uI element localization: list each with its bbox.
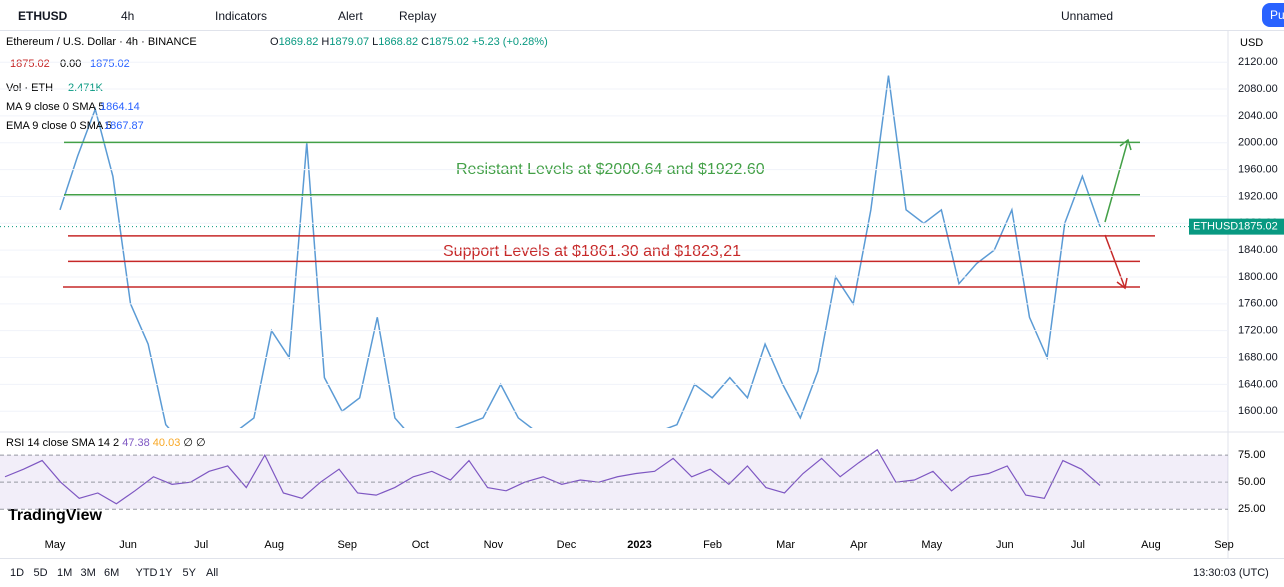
y-tick-label: 1920.00	[1238, 190, 1278, 202]
x-tick-label: May	[45, 539, 66, 551]
arrow-head	[1119, 138, 1132, 151]
y-tick-label: 1640.00	[1238, 378, 1278, 390]
y-tick-label: 1800.00	[1238, 271, 1278, 283]
up-arrow	[1104, 139, 1129, 223]
indicator-value: 1864.14	[100, 101, 140, 113]
y-tick-label: 1760.00	[1238, 298, 1278, 310]
x-tick-label: Aug	[264, 539, 284, 551]
rsi-title: RSI 14 close SMA 14 2 47.38 40.03 ∅ ∅	[6, 437, 206, 449]
rsi-line	[4, 448, 1101, 505]
y-tick-label: 2120.00	[1238, 56, 1278, 68]
bottom-bar: 1D 5D 1M 3M 6M YTD 1Y 5Y All 13:30:03 (UTC)	[0, 558, 1284, 587]
spread: 0.00	[60, 58, 81, 70]
brand: TradingView	[8, 507, 103, 524]
symbol[interactable]: ETHUSD	[18, 9, 68, 23]
clock: 13:30:03 (UTC)	[1193, 567, 1269, 579]
price-tag-value: 1875.02	[1238, 221, 1278, 233]
range-button[interactable]: All	[206, 567, 219, 579]
chart: USD Ethereum / U.S. Dollar · 4h · BINANC…	[0, 30, 1284, 558]
x-tick-label: Aug	[1141, 539, 1161, 551]
price-line	[59, 75, 1101, 428]
x-tick-label: Jul	[1071, 539, 1085, 551]
range-button[interactable]: 3M	[80, 567, 96, 579]
x-tick-label: Mar	[776, 539, 795, 551]
indicator-value: 1867.87	[104, 120, 144, 132]
y-tick-label: 1840.00	[1238, 244, 1278, 256]
x-tick-label: Sep	[1214, 539, 1234, 551]
price-tag-bg	[1189, 218, 1284, 235]
x-tick-label: 2023	[627, 539, 651, 551]
x-tick-label: Nov	[484, 539, 504, 551]
alert-button[interactable]: Alert	[338, 9, 363, 23]
x-tick-label: Oct	[412, 539, 429, 551]
x-tick-label: Apr	[850, 539, 867, 551]
range-button[interactable]: 1M	[57, 567, 73, 579]
rsi-tick-label: 50.00	[1238, 476, 1266, 488]
replay-button[interactable]: Replay	[399, 9, 437, 23]
x-tick-label: Sep	[337, 539, 357, 551]
ask: 1875.02	[90, 58, 130, 70]
y-tick-label: 1720.00	[1238, 325, 1278, 337]
support-note: Support Levels at $1861.30 and $1823,21	[443, 243, 741, 260]
x-tick-label: May	[921, 539, 942, 551]
indicator-name: Vol · ETH	[6, 82, 53, 94]
x-tick-label: Dec	[557, 539, 577, 551]
range-button[interactable]: 6M	[104, 567, 120, 579]
layout-name[interactable]: Unnamed	[1061, 9, 1114, 23]
arrow-head	[1116, 277, 1128, 290]
x-tick-label: Feb	[703, 539, 722, 551]
legend-ohlc: O1869.82 H1879.07 L1868.82 C1875.02 +5.2…	[270, 36, 548, 48]
bid: 1875.02	[10, 58, 50, 70]
x-tick-label: Jul	[194, 539, 208, 551]
range-button[interactable]: 1D	[10, 567, 25, 579]
indicator-value: 2.471K	[68, 82, 104, 94]
y-tick-label: 1960.00	[1238, 163, 1278, 175]
x-tick-label: Jun	[996, 539, 1014, 551]
toolbar: ETHUSD 4h Indicators Alert Replay Unname…	[0, 0, 1284, 31]
y-tick-label: 1600.00	[1238, 405, 1278, 417]
y-tick-label: 2080.00	[1238, 83, 1278, 95]
indicator-name: EMA 9 close 0 SMA 5	[6, 120, 112, 132]
price-tag-symbol: ETHUSD	[1193, 221, 1238, 233]
y-tick-label: 2040.00	[1238, 110, 1278, 122]
y-tick-label: 2000.00	[1238, 137, 1278, 149]
legend-title: Ethereum / U.S. Dollar · 4h · BINANCE	[6, 36, 197, 48]
range-button[interactable]: 5D	[33, 567, 48, 579]
rsi-tick-label: 25.00	[1238, 503, 1266, 515]
indicators-button[interactable]: Indicators	[215, 9, 268, 23]
currency: USD	[1240, 37, 1263, 49]
range-button[interactable]: 1Y	[159, 567, 173, 579]
interval[interactable]: 4h	[121, 9, 135, 23]
rsi-tick-label: 75.00	[1238, 449, 1266, 461]
range-button[interactable]: YTD	[135, 567, 158, 579]
publish-button[interactable]: Pu	[1262, 3, 1284, 27]
range-button[interactable]: 5Y	[182, 567, 196, 579]
x-tick-label: Jun	[119, 539, 137, 551]
y-tick-label: 1680.00	[1238, 351, 1278, 363]
indicator-name: MA 9 close 0 SMA 5	[6, 101, 104, 113]
